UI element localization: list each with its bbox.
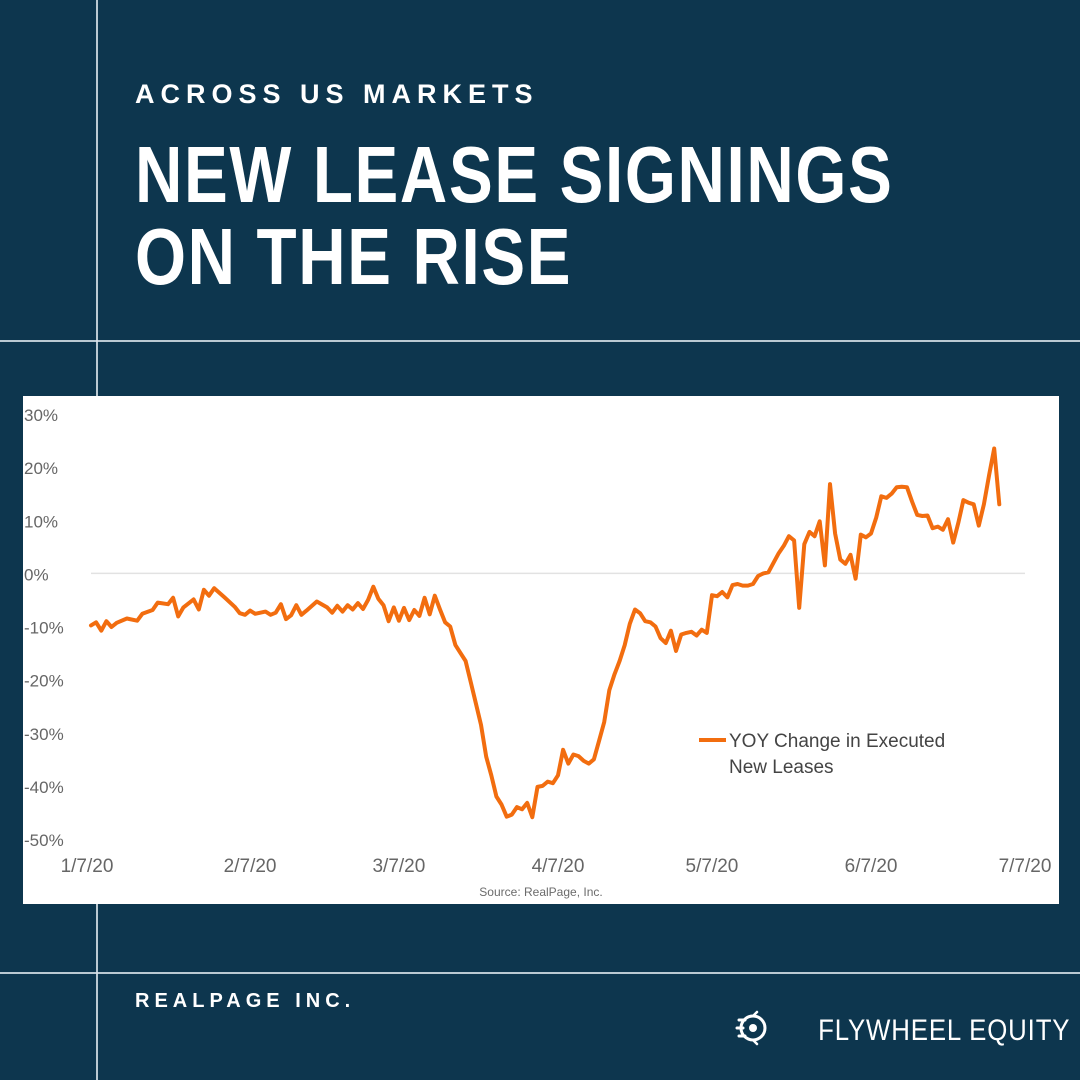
x-tick-label: 5/7/20 xyxy=(686,856,739,877)
y-tick-label: -40% xyxy=(24,778,64,797)
chart-panel: 30% 20% 10% 0% -10% -20% -30% -40% -50% 1/7/20 2/7… xyxy=(23,396,1059,904)
x-tick-label: 3/7/20 xyxy=(372,856,425,877)
y-tick-label: -20% xyxy=(24,672,64,691)
y-tick-label: 20% xyxy=(24,459,58,478)
footer-source-label: REALPAGE INC. xyxy=(135,990,356,1012)
y-tick-label: -30% xyxy=(24,725,64,744)
x-tick-label: 7/7/20 xyxy=(999,856,1052,877)
brand-name: FLYWHEEL EQUITY xyxy=(817,1013,1070,1047)
legend-label: YOY Change in Executed xyxy=(729,731,945,752)
chart-source: Source: RealPage, Inc. xyxy=(479,885,603,899)
line-chart: 30% 20% 10% 0% -10% -20% -30% -40% -50% 1/7/20 2/7… xyxy=(24,406,1052,877)
x-tick-label: 1/7/20 xyxy=(61,856,114,877)
title-line-1: NEW LEASE SIGNINGS xyxy=(135,130,894,219)
y-tick-label: 30% xyxy=(24,406,58,425)
brand-lockup: FLYWHEEL EQUITY xyxy=(735,1008,1070,1053)
title-line-2: ON THE RISE xyxy=(135,212,573,301)
flywheel-logo-icon xyxy=(735,1008,769,1053)
series-line xyxy=(89,446,1002,820)
page-title: NEW LEASE SIGNINGS ON THE RISE xyxy=(135,130,894,301)
y-tick-label: 10% xyxy=(24,512,58,531)
x-tick-label: 2/7/20 xyxy=(224,856,277,877)
eyebrow-text: ACROSS US MARKETS xyxy=(135,79,539,109)
y-tick-label: -10% xyxy=(24,619,64,638)
y-tick-label: 0% xyxy=(24,565,49,584)
x-tick-label: 4/7/20 xyxy=(532,856,585,877)
legend-label: New Leases xyxy=(729,757,834,778)
top-horizontal-divider xyxy=(0,340,1080,342)
bottom-horizontal-divider xyxy=(0,972,1080,974)
y-tick-label: -50% xyxy=(24,831,64,850)
x-tick-label: 6/7/20 xyxy=(845,856,898,877)
